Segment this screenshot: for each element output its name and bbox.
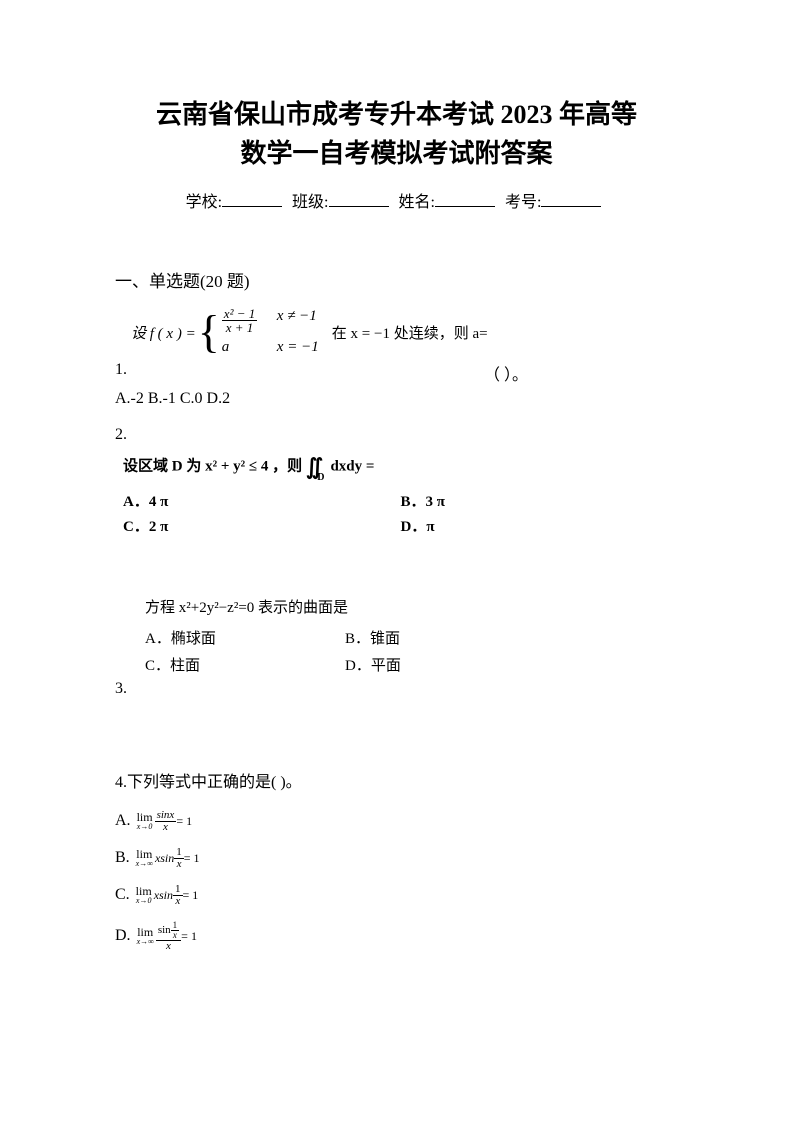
q1-cond1: x ≠ −1 (277, 307, 332, 334)
q4-stem: 4.下列等式中正确的是( )。 (115, 768, 678, 792)
q3-stem: 方程 x²+2y²−z²=0 表示的曲面是 (145, 596, 678, 617)
school-blank[interactable] (222, 193, 282, 207)
q4C-eq: = 1 (183, 888, 199, 903)
q2-optA: A．4 π (123, 490, 401, 511)
name-blank[interactable] (435, 193, 495, 207)
q1-formula: 设 f ( x ) = { x² − 1 x + 1 x ≠ −1 a x = … (131, 307, 678, 358)
q2-number: 2. (115, 426, 678, 444)
q4-optB-label: B. (115, 849, 130, 867)
q3-optD: D．平面 (345, 654, 678, 675)
q1-frac-num: x² − 1 (222, 307, 257, 321)
q4-optC: C. lim x→0 xsin 1 x = 1 (115, 884, 678, 907)
q4D-topnum: 1 (171, 921, 180, 931)
q2-optD: D．π (401, 515, 679, 536)
q4B-num: 1 (174, 847, 184, 859)
q2-sub: D (317, 472, 324, 483)
q4-optC-label: C. (115, 886, 130, 904)
q4B-den: x (175, 859, 184, 870)
q1-prefix: 设 f ( x ) = (131, 322, 196, 343)
q3-options: A．椭球面 B．锥面 C．柱面 D．平面 (145, 627, 678, 675)
question-2: 2. 设区域 D 为 x² + y² ≤ 4 ，则 ∬Ddxdy = A．4 π… (115, 426, 678, 536)
q2-options: A．4 π B．3 π C．2 π D．π (123, 490, 678, 536)
q4-optA: A. lim x→0 sinx x = 1 (115, 810, 678, 833)
q1-row2-left: a (222, 338, 277, 358)
number-label: 考号: (505, 194, 541, 211)
brace-icon: { (198, 309, 220, 355)
q1-piecewise: x² − 1 x + 1 x ≠ −1 a x = −1 (222, 307, 332, 358)
question-1: 设 f ( x ) = { x² − 1 x + 1 x ≠ −1 a x = … (115, 307, 678, 408)
title-line2: 数学一自考模拟考试附答案 (115, 134, 678, 173)
q4C-den: x (173, 896, 182, 907)
name-label: 姓名: (399, 194, 435, 211)
section-header: 一、单选题(20 题) (115, 267, 678, 292)
q4-optA-label: A. (115, 812, 131, 830)
q1-paren: （ ）。 (484, 361, 528, 385)
q4B-mid: xsin (155, 851, 174, 866)
q2-integrand: dxdy = (330, 458, 374, 474)
question-3: 方程 x²+2y²−z²=0 表示的曲面是 A．椭球面 B．锥面 C．柱面 D．… (115, 596, 678, 698)
q3-optC: C．柱面 (145, 654, 345, 675)
q4D-eq: = 1 (181, 929, 197, 944)
q3-number: 3. (115, 680, 678, 698)
q2-optC: C．2 π (123, 515, 401, 536)
q4C-num: 1 (173, 884, 183, 896)
q4A-den: x (161, 822, 170, 833)
q4D-sub: x→∞ (137, 938, 154, 946)
school-label: 学校: (186, 194, 222, 211)
q4-optD-label: D. (115, 927, 131, 945)
number-blank[interactable] (541, 193, 601, 207)
q2-stem-prefix: 设区域 D 为 x² + y² ≤ 4 ，则 (123, 458, 302, 474)
q1-number: 1. (115, 361, 127, 385)
q4C-sub: x→0 (136, 897, 152, 905)
q1-frac-den: x + 1 (224, 321, 256, 334)
q3-optB: B．锥面 (345, 627, 678, 648)
q4-optD: D. lim x→∞ sin 1 x x = 1 (115, 921, 678, 952)
student-info-line: 学校: 班级: 姓名: 考号: (115, 188, 678, 212)
q4D-den: x (164, 941, 173, 952)
q4D-topprefix: sin (158, 925, 171, 936)
document-title: 云南省保山市成考专升本考试 2023 年高等 数学一自考模拟考试附答案 (115, 95, 678, 173)
q1-suffix: 在 x = −1 处连续，则 a= (332, 322, 488, 343)
q4A-eq: = 1 (176, 814, 192, 829)
q4D-topden: x (171, 931, 179, 940)
q1-cond2: x = −1 (277, 338, 332, 358)
q1-options: A.-2 B.-1 C.0 D.2 (115, 390, 678, 408)
q2-stem: 设区域 D 为 x² + y² ≤ 4 ，则 ∬Ddxdy = (123, 454, 678, 480)
title-line1: 云南省保山市成考专升本考试 2023 年高等 (115, 95, 678, 134)
q4A-sub: x→0 (137, 823, 153, 831)
q2-optB: B．3 π (401, 490, 679, 511)
class-label: 班级: (292, 194, 328, 211)
q4A-num: sinx (155, 810, 177, 822)
q4B-eq: = 1 (184, 851, 200, 866)
q4B-sub: x→∞ (136, 860, 153, 868)
q3-optA: A．椭球面 (145, 627, 345, 648)
q4C-mid: xsin (154, 888, 173, 903)
q4-optB: B. lim x→∞ xsin 1 x = 1 (115, 847, 678, 870)
question-4: 4.下列等式中正确的是( )。 A. lim x→0 sinx x = 1 B.… (115, 768, 678, 952)
class-blank[interactable] (329, 193, 389, 207)
